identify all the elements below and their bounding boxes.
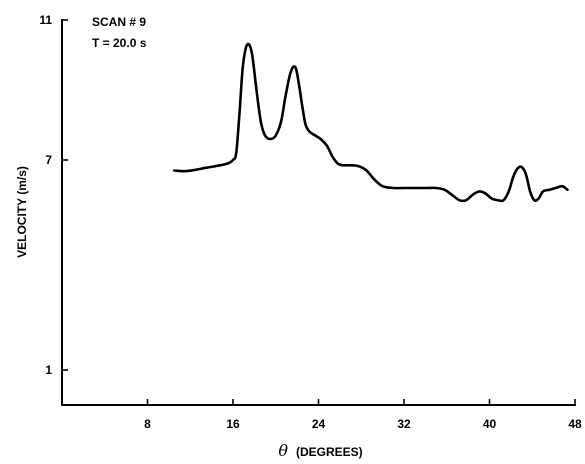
x-axis-label-text: (DEGREES) [296, 445, 363, 459]
x-ticks: 8 16 24 32 40 48 [144, 399, 582, 431]
x-tick-label: 48 [568, 417, 582, 431]
series-line [172, 42, 569, 203]
y-axis-label: VELOCITY (m/s) [15, 166, 29, 258]
x-axis-label: θ (DEGREES) [278, 441, 362, 460]
y-tick-label: 7 [45, 153, 52, 167]
y-tick-label: 1 [45, 363, 52, 377]
x-tick-label: 16 [226, 417, 240, 431]
x-tick-label: 40 [483, 417, 497, 431]
x-tick-label: 32 [397, 417, 411, 431]
scan-annotation: SCAN # 9 [92, 15, 146, 29]
y-tick-label: 11 [39, 13, 52, 27]
axes [61, 19, 576, 406]
x-axis-label-symbol: θ [278, 441, 288, 460]
x-tick-label: 8 [144, 417, 151, 431]
x-tick-label: 24 [312, 417, 326, 431]
time-annotation: T = 20.0 s [92, 36, 147, 50]
